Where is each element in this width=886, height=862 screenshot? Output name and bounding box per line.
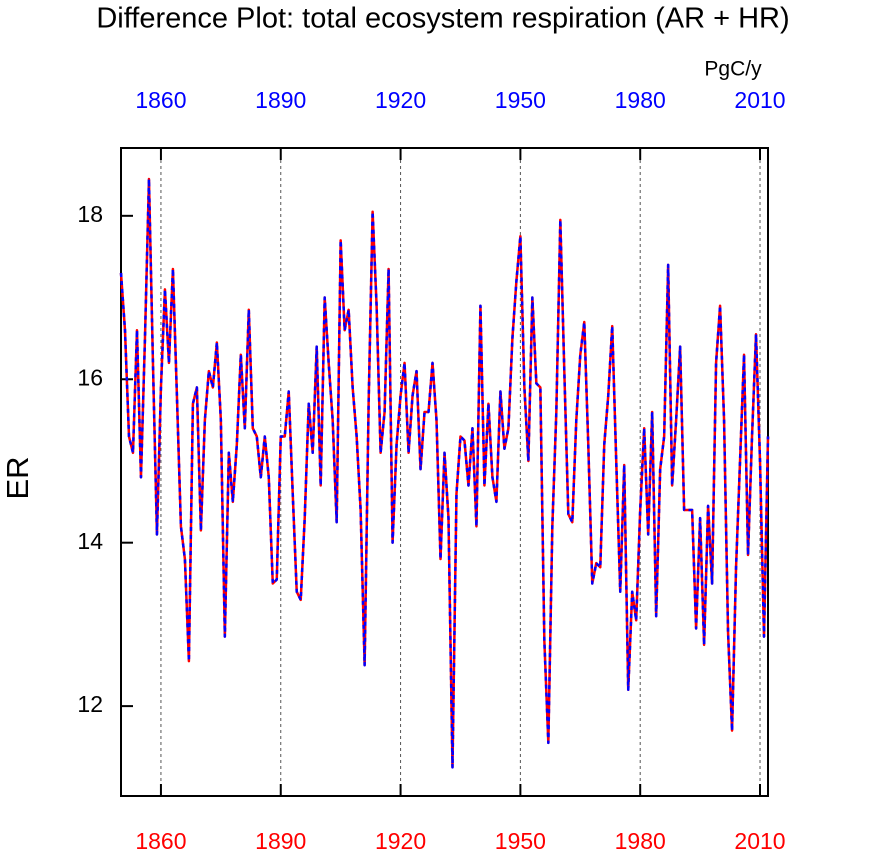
x-tick-label: 1980 [615,828,666,854]
x-tick-label-top: 1950 [495,87,546,113]
y-tick-label: 18 [77,201,103,227]
x-tick-label: 1950 [495,828,546,854]
x-tick-label-top: 2010 [734,87,785,113]
units-label: PgC/y [704,58,762,81]
x-tick-label-top: 1890 [255,87,306,113]
y-tick-label: 16 [77,364,103,390]
y-tick-label: 14 [77,528,103,554]
x-tick-label: 1920 [375,828,426,854]
x-tick-label: 2010 [734,828,785,854]
x-tick-label: 1860 [135,828,186,854]
x-tick-label-top: 1920 [375,87,426,113]
x-tick-label-top: 1860 [135,87,186,113]
x-tick-label-top: 1980 [615,87,666,113]
x-tick-label: 1890 [255,828,306,854]
y-tick-label: 12 [77,691,103,717]
chart-title: Difference Plot: total ecosystem respira… [96,3,789,35]
series-line [119,177,770,769]
y-axis-label: ER [0,456,35,499]
